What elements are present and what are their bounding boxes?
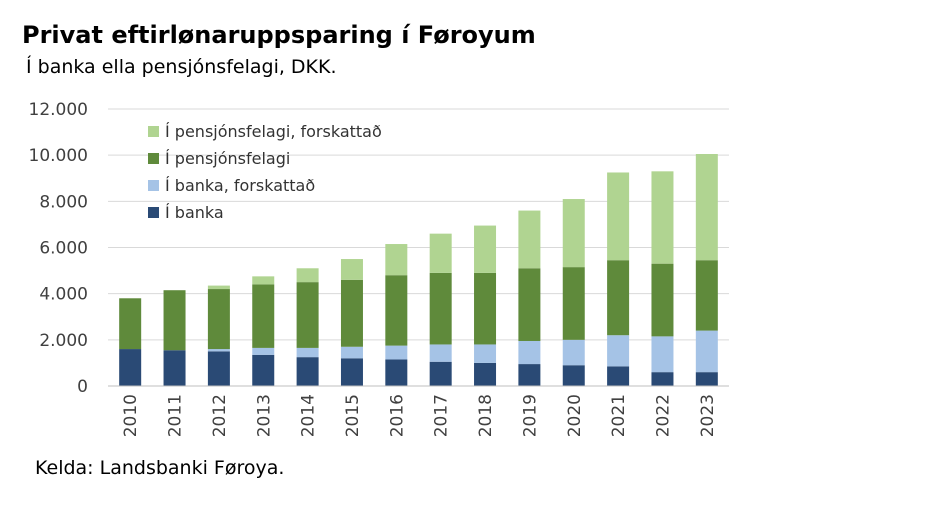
axes: 0 2.000 4.000 6.000 8.000 10.000 12.000 2010 201…: [29, 100, 729, 437]
legend-swatch: [148, 126, 159, 137]
legend-label: Í banka: [165, 203, 224, 222]
x-tick-label: 2011: [166, 394, 186, 437]
bar-segment: [562, 267, 585, 340]
y-tick-label: 2.000: [39, 331, 88, 351]
chart-subtitle: Í banka ella pensjónsfelagi, DKK.: [26, 56, 337, 78]
x-tick-label: 2020: [565, 394, 585, 437]
x-tick-label: 2012: [210, 394, 230, 437]
bar-segment: [340, 279, 363, 347]
bar-segment: [429, 361, 452, 386]
bar-segment: [474, 362, 497, 386]
bar-segment: [296, 268, 319, 283]
bar-segment: [207, 285, 230, 290]
bar-segment: [562, 199, 585, 268]
bar-segment: [163, 290, 186, 351]
bar-segment: [119, 298, 142, 350]
y-tick-label: 6.000: [39, 239, 88, 259]
y-tick-label: 0: [77, 377, 88, 397]
bar-segment: [651, 171, 674, 264]
bar-segment: [562, 339, 585, 366]
bar-segment: [474, 344, 497, 363]
bar-segment: [651, 263, 674, 337]
bar-segment: [429, 233, 452, 273]
x-tick-label: 2014: [299, 394, 319, 437]
x-tick-label: 2023: [698, 394, 718, 437]
bar-segment: [518, 340, 541, 365]
bar-segment: [562, 365, 585, 386]
bar-segment: [119, 349, 142, 386]
bar-segment: [607, 335, 630, 367]
bar-segment: [296, 357, 319, 386]
bar-segment: [695, 372, 718, 386]
source-note: Kelda: Landsbanki Føroya.: [35, 457, 285, 479]
bar-segment: [695, 260, 718, 331]
bar-segment: [385, 345, 408, 360]
bar-segment: [207, 351, 230, 386]
bar-segment: [385, 275, 408, 346]
bar-segment: [429, 344, 452, 362]
bar-segment: [518, 364, 541, 386]
bars: [119, 154, 718, 386]
x-tick-label: 2016: [387, 394, 407, 437]
bar-segment: [518, 210, 541, 269]
bar-segment: [340, 346, 363, 359]
bar-segment: [607, 260, 630, 336]
bar-segment: [695, 330, 718, 373]
bar-segment: [207, 289, 230, 350]
legend-swatch: [148, 207, 159, 218]
bar-segment: [651, 336, 674, 373]
bar-segment: [474, 272, 497, 345]
x-tick-label: 2019: [520, 394, 540, 437]
bar-segment: [252, 347, 275, 355]
bar-segment: [207, 349, 230, 352]
bar-segment: [651, 372, 674, 386]
chart-title: Privat eftirlønaruppsparing í Føroyum: [22, 21, 536, 49]
legend-label: Í banka, forskattað: [165, 176, 315, 195]
x-tick-label: 2022: [653, 394, 673, 437]
bar-segment: [474, 225, 497, 273]
legend-swatch: [148, 153, 159, 164]
legend-label: Í pensjónsfelagi, forskattað: [165, 122, 382, 141]
x-tick-label: 2017: [432, 394, 452, 437]
bar-segment: [385, 244, 408, 276]
x-tick-label: 2018: [476, 394, 496, 437]
bar-segment: [296, 347, 319, 358]
y-tick-label: 8.000: [39, 192, 88, 212]
x-tick-label: 2015: [343, 394, 363, 437]
bar-segment: [163, 350, 186, 386]
bar-segment: [296, 282, 319, 348]
bar-segment: [252, 354, 275, 386]
legend: Í pensjónsfelagi, forskattað Í pensjónsfe…: [148, 122, 382, 222]
bar-segment: [385, 359, 408, 386]
bar-segment: [518, 268, 541, 341]
x-tick-label: 2010: [121, 394, 141, 437]
x-tick-label: 2021: [609, 394, 629, 437]
y-tick-label: 12.000: [29, 100, 88, 120]
legend-swatch: [148, 180, 159, 191]
bar-segment: [340, 259, 363, 280]
y-tick-label: 10.000: [29, 146, 88, 166]
y-tick-label: 4.000: [39, 285, 88, 305]
bar-segment: [252, 284, 275, 348]
bar-segment: [695, 154, 718, 261]
legend-label: Í pensjónsfelagi: [165, 149, 290, 168]
bar-segment: [252, 276, 275, 285]
bar-segment: [607, 172, 630, 261]
x-tick-label: 2013: [254, 394, 274, 437]
gridlines: [108, 108, 729, 341]
bar-segment: [429, 272, 452, 345]
bar-segment: [340, 358, 363, 386]
bar-segment: [607, 366, 630, 386]
